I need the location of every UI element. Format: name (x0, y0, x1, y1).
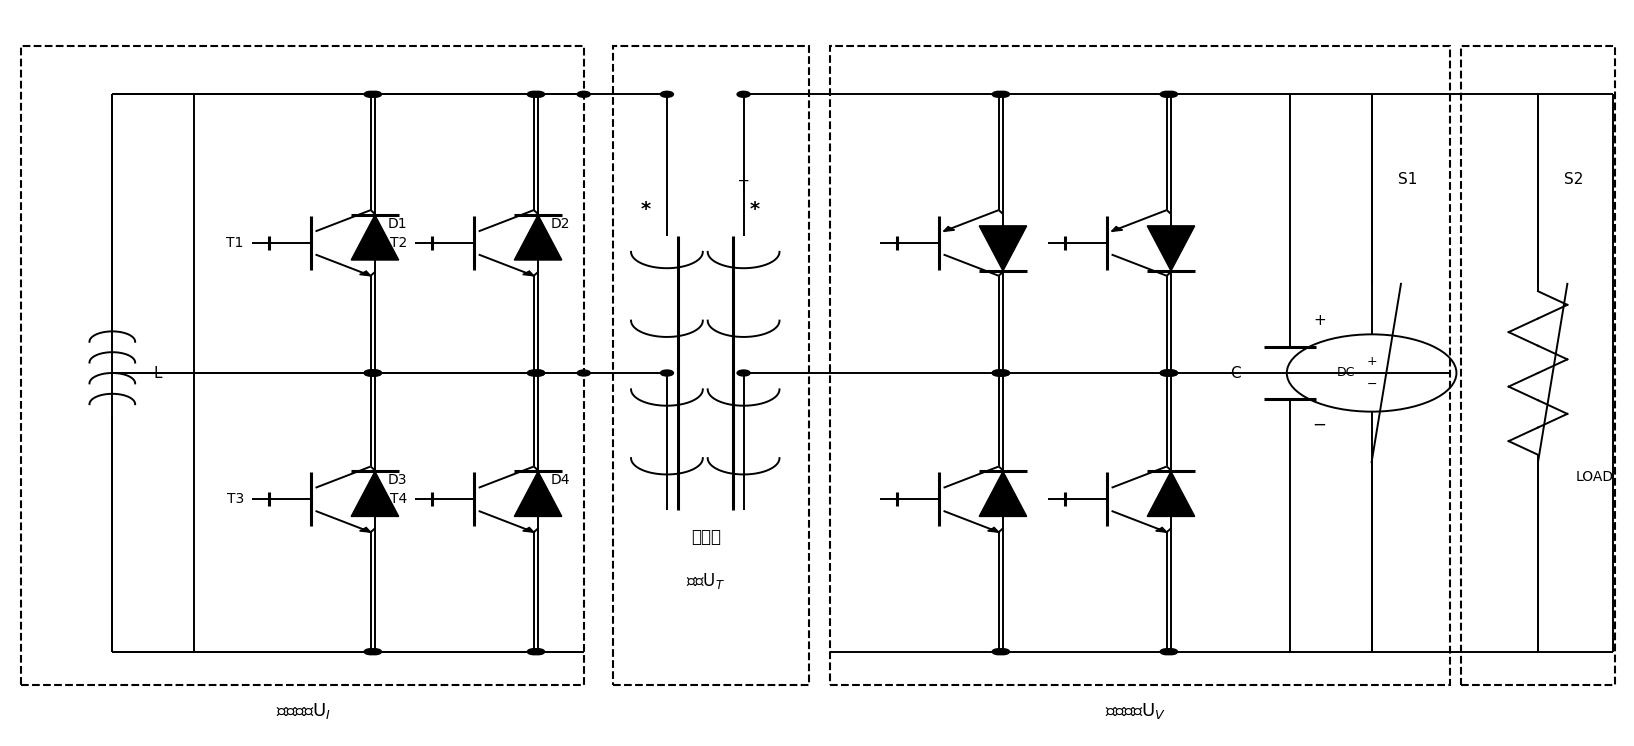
Circle shape (364, 370, 377, 376)
Circle shape (1165, 91, 1178, 97)
Text: D4: D4 (551, 473, 570, 487)
Text: T6: T6 (1167, 236, 1185, 250)
Text: T4: T4 (389, 492, 407, 507)
Text: T: T (739, 180, 748, 195)
Circle shape (577, 370, 590, 376)
Text: D2: D2 (551, 216, 570, 231)
Polygon shape (979, 226, 1026, 271)
Polygon shape (359, 527, 371, 532)
Circle shape (992, 370, 1005, 376)
Circle shape (368, 370, 381, 376)
Text: T3: T3 (227, 492, 243, 507)
Polygon shape (515, 471, 562, 516)
Circle shape (1165, 649, 1178, 655)
Text: T2: T2 (389, 236, 407, 250)
Circle shape (1165, 370, 1178, 376)
Text: C: C (1230, 366, 1242, 380)
Circle shape (364, 370, 377, 376)
Polygon shape (515, 215, 562, 260)
Text: 电流单元U$_I$: 电流单元U$_I$ (276, 701, 330, 721)
Bar (1461, 46, 1614, 685)
Circle shape (528, 370, 541, 376)
Polygon shape (523, 527, 534, 532)
Circle shape (531, 370, 544, 376)
Circle shape (1160, 370, 1173, 376)
Polygon shape (1111, 227, 1123, 231)
Polygon shape (359, 271, 371, 276)
Circle shape (1160, 649, 1173, 655)
Circle shape (997, 370, 1010, 376)
Text: T5: T5 (998, 236, 1016, 250)
Text: −: − (1366, 378, 1377, 391)
Text: S1: S1 (1397, 172, 1417, 187)
Polygon shape (987, 527, 998, 532)
Text: T7: T7 (998, 492, 1016, 507)
Circle shape (528, 91, 541, 97)
Text: *: * (641, 200, 650, 219)
Circle shape (660, 91, 673, 97)
Text: T1: T1 (227, 236, 243, 250)
Circle shape (1165, 370, 1178, 376)
Circle shape (737, 91, 750, 97)
Circle shape (531, 370, 544, 376)
Bar (21, 46, 583, 685)
Circle shape (997, 370, 1010, 376)
Circle shape (531, 91, 544, 97)
Polygon shape (1147, 471, 1194, 516)
Bar (613, 46, 809, 685)
Circle shape (1160, 91, 1173, 97)
Polygon shape (351, 215, 399, 260)
Circle shape (992, 91, 1005, 97)
Text: +: + (1366, 355, 1377, 368)
Text: L: L (154, 366, 162, 380)
Text: DC: DC (1337, 366, 1355, 380)
Polygon shape (1155, 527, 1167, 532)
Polygon shape (979, 471, 1026, 516)
Polygon shape (1147, 226, 1194, 271)
Circle shape (368, 370, 381, 376)
Circle shape (997, 91, 1010, 97)
Text: T8: T8 (1167, 492, 1185, 507)
Circle shape (364, 649, 377, 655)
Text: D1: D1 (387, 216, 407, 231)
Polygon shape (943, 227, 954, 231)
Circle shape (577, 91, 590, 97)
Polygon shape (351, 471, 399, 516)
Circle shape (992, 649, 1005, 655)
Text: −: − (1312, 416, 1327, 434)
Circle shape (368, 649, 381, 655)
Text: *: * (750, 200, 760, 219)
Circle shape (1160, 370, 1173, 376)
Text: LOAD: LOAD (1575, 470, 1614, 484)
Circle shape (364, 91, 377, 97)
Bar (830, 46, 1449, 685)
Circle shape (737, 370, 750, 376)
Circle shape (528, 649, 541, 655)
Text: 变压器: 变压器 (691, 527, 721, 545)
Circle shape (660, 370, 673, 376)
Circle shape (997, 649, 1010, 655)
Text: +: + (1314, 313, 1325, 328)
Text: D3: D3 (387, 473, 407, 487)
Text: 电压单元U$_V$: 电压单元U$_V$ (1105, 701, 1165, 721)
Circle shape (992, 370, 1005, 376)
Circle shape (368, 91, 381, 97)
Polygon shape (523, 271, 534, 276)
Circle shape (531, 649, 544, 655)
Text: 单元U$_T$: 单元U$_T$ (686, 571, 725, 591)
Text: S2: S2 (1564, 172, 1583, 187)
